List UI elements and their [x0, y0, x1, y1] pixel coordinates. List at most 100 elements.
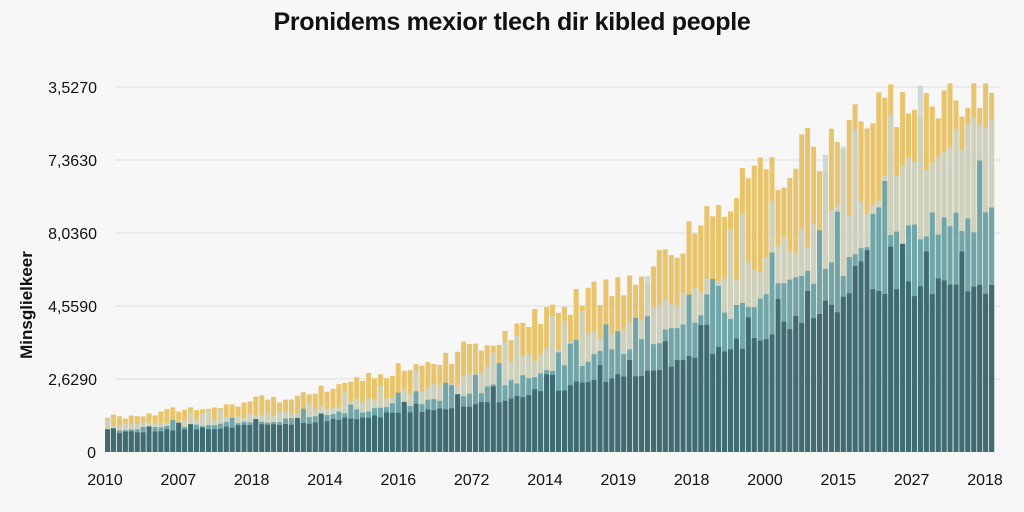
bar-series-1: [288, 424, 294, 452]
x-tick-label: 2018: [967, 472, 1003, 489]
bar-series-1: [751, 338, 757, 452]
bar-series-1: [555, 390, 561, 452]
bar-series-1: [140, 432, 146, 452]
bar-series-1: [644, 370, 650, 452]
bar-series-1: [864, 250, 870, 452]
bar-series-1: [372, 415, 378, 452]
bar-series-1: [336, 419, 342, 452]
bar-series-1: [793, 316, 799, 452]
bar-series-1: [324, 421, 330, 452]
x-tick-label: 2019: [601, 472, 637, 489]
bar-series-1: [965, 291, 971, 452]
bar-series-1: [704, 324, 710, 452]
bar-series-1: [538, 391, 544, 452]
bar-series-1: [330, 419, 336, 452]
bar-series-1: [817, 314, 823, 452]
bar-series-1: [360, 417, 366, 452]
bar-series-1: [342, 417, 348, 452]
y-tick-label: 8,0360: [48, 226, 97, 243]
bar-series-1: [876, 291, 882, 452]
bar-series-1: [176, 422, 182, 452]
bar-series-1: [389, 412, 395, 452]
bar-series-1: [739, 348, 745, 452]
y-tick-label: 2,6290: [48, 372, 97, 389]
bar-series-1: [401, 401, 407, 452]
bar-series-1: [787, 329, 793, 452]
bar-series-1: [110, 428, 116, 452]
x-tick-label: 2000: [747, 472, 783, 489]
bar-series-1: [134, 432, 140, 452]
bar-series-1: [609, 378, 615, 452]
bar-series-1: [722, 351, 728, 452]
bar-series-1: [733, 338, 739, 452]
bar-series-1: [822, 300, 828, 452]
bar-series-1: [680, 360, 686, 452]
bar-series-1: [490, 386, 496, 452]
bar-series-1: [917, 286, 923, 452]
bar-series-1: [425, 409, 431, 452]
bar-series-1: [763, 339, 769, 452]
bar-series-1: [834, 312, 840, 452]
bar-series-1: [407, 412, 413, 452]
bar-series-1: [977, 284, 983, 452]
x-tick-label: 2018: [234, 472, 270, 489]
bar-series-1: [882, 293, 888, 452]
bar-series-1: [686, 355, 692, 452]
x-tick-label: 2027: [894, 472, 930, 489]
bar-series-1: [627, 360, 633, 452]
bar-series-1: [271, 424, 277, 452]
bar-series-1: [259, 424, 265, 452]
bar-series-1: [146, 426, 152, 452]
bar-series-1: [757, 340, 763, 452]
bar-series-1: [205, 429, 211, 452]
bar-series-1: [128, 431, 134, 452]
bar-series-1: [194, 429, 200, 452]
bar-series-1: [805, 291, 811, 452]
bar-series-1: [698, 325, 704, 452]
bar-series-1: [692, 357, 698, 452]
bar-series-1: [983, 293, 989, 452]
bar-series-1: [799, 323, 805, 452]
y-tick-label: 3,5270: [48, 80, 97, 97]
bar-series-1: [532, 389, 538, 452]
bar-series-1: [894, 289, 900, 452]
bar-series-1: [199, 427, 205, 452]
bar-series-1: [656, 370, 662, 452]
bar-series-1: [348, 418, 354, 452]
bar-series-1: [413, 403, 419, 452]
y-tick-label: 0: [87, 445, 96, 462]
bar-series-1: [211, 429, 217, 452]
bar-series-1: [615, 374, 621, 452]
bar-series-1: [959, 251, 965, 452]
bar-series-1: [461, 406, 467, 452]
bar-series-1: [947, 284, 953, 452]
x-tick-label: 2007: [161, 472, 197, 489]
bar-series-1: [241, 424, 247, 452]
bar-series-1: [911, 296, 917, 452]
bar-series-1: [170, 430, 176, 452]
bar-series-1: [544, 374, 550, 452]
bar-series-1: [478, 402, 484, 452]
bar-series-1: [650, 370, 656, 452]
bar-series-1: [164, 429, 170, 452]
bar-series-1: [318, 413, 324, 452]
bar-series-1: [573, 381, 579, 452]
bar-series-1: [840, 296, 846, 452]
bar-series-1: [443, 409, 449, 452]
bar-series-1: [870, 289, 876, 452]
bar-series-1: [971, 286, 977, 452]
bar-series-1: [639, 376, 645, 452]
bar-series-1: [662, 341, 668, 452]
bar-series-1: [419, 412, 425, 452]
bar-series-1: [484, 402, 490, 452]
bar-series-1: [294, 417, 300, 452]
bar-series-1: [603, 381, 609, 452]
y-tick-label: 4,5590: [48, 299, 97, 316]
bar-series-1: [929, 294, 935, 452]
bar-series-1: [597, 365, 603, 452]
bar-series-1: [550, 374, 556, 452]
bar-series-1: [941, 280, 947, 452]
bar-series-1: [561, 390, 567, 452]
bar-series-1: [395, 412, 401, 452]
bar-series-1: [235, 425, 241, 452]
